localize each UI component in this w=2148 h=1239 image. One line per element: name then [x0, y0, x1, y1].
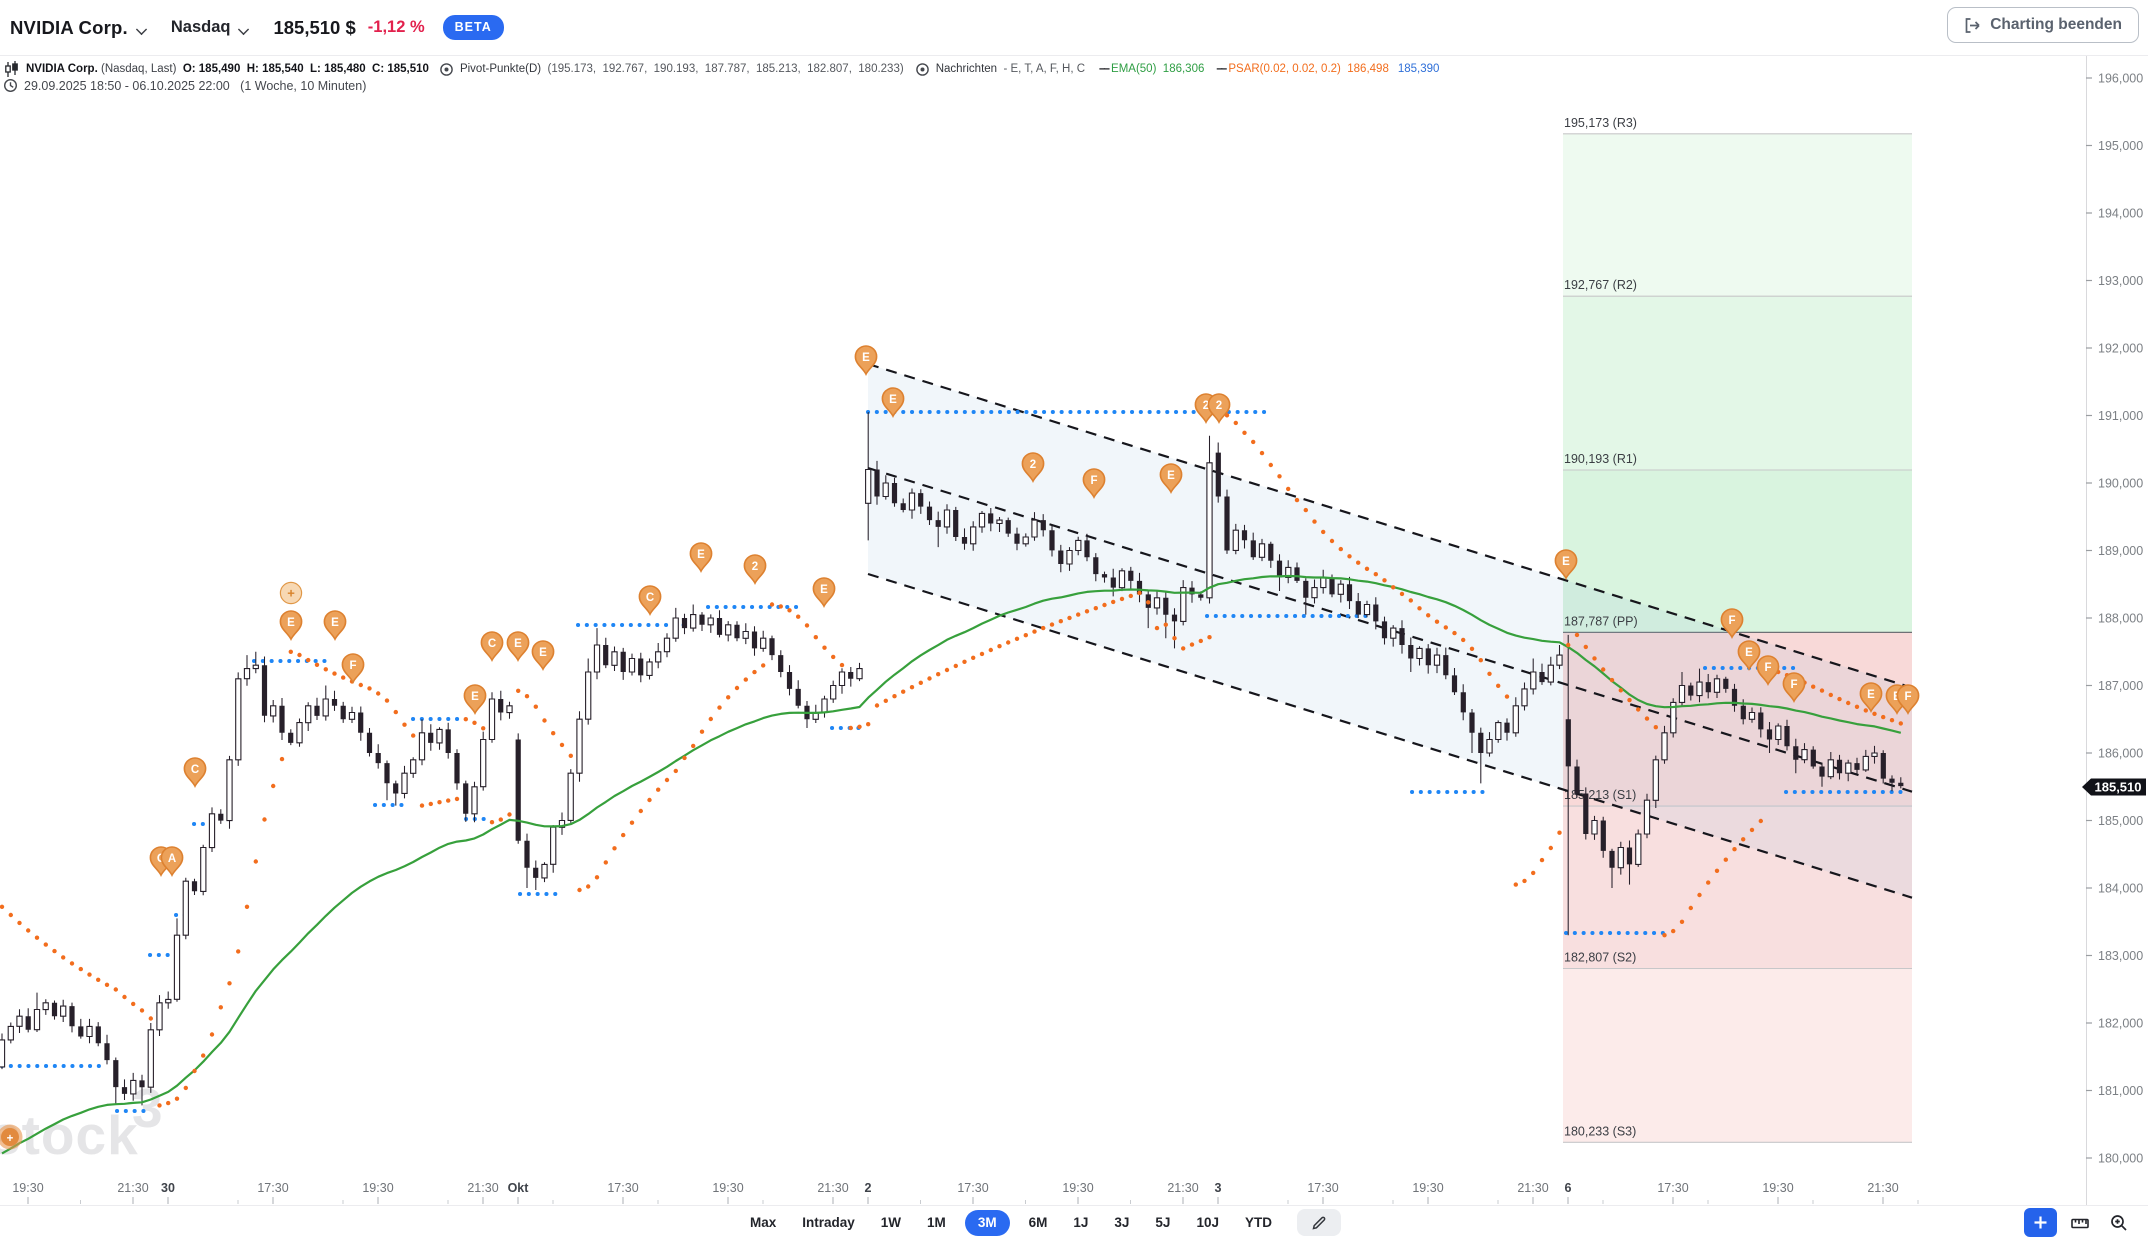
- svg-text:Okt: Okt: [508, 1181, 530, 1195]
- svg-text:192,767 (R2): 192,767 (R2): [1564, 278, 1637, 292]
- svg-text:188,000: 188,000: [2098, 612, 2143, 626]
- svg-text:E: E: [1745, 647, 1753, 659]
- svg-text:F: F: [1728, 615, 1735, 627]
- svg-text:17:30: 17:30: [257, 1181, 288, 1195]
- svg-text:19:30: 19:30: [1762, 1181, 1793, 1195]
- svg-text:19:30: 19:30: [362, 1181, 393, 1195]
- svg-text:187,000: 187,000: [2098, 679, 2143, 693]
- svg-text:21:30: 21:30: [117, 1181, 148, 1195]
- svg-text:190,193 (R1): 190,193 (R1): [1564, 452, 1637, 466]
- svg-text:180,000: 180,000: [2098, 1152, 2143, 1166]
- svg-text:21:30: 21:30: [1517, 1181, 1548, 1195]
- svg-text:192,000: 192,000: [2098, 342, 2143, 356]
- svg-text:21:30: 21:30: [467, 1181, 498, 1195]
- svg-text:E: E: [862, 352, 870, 364]
- svg-text:3: 3: [132, 1077, 164, 1139]
- svg-text:181,000: 181,000: [2098, 1084, 2143, 1098]
- svg-text:A: A: [168, 853, 176, 865]
- svg-text:183,000: 183,000: [2098, 949, 2143, 963]
- svg-text:194,000: 194,000: [2098, 207, 2143, 221]
- svg-text:185,213 (S1): 185,213 (S1): [1564, 788, 1636, 802]
- svg-text:E: E: [471, 691, 479, 703]
- svg-text:30: 30: [161, 1181, 175, 1195]
- svg-text:E: E: [1167, 470, 1175, 482]
- svg-text:21:30: 21:30: [1167, 1181, 1198, 1195]
- svg-text:19:30: 19:30: [712, 1181, 743, 1195]
- svg-text:E: E: [697, 549, 705, 561]
- svg-text:3: 3: [1215, 1181, 1222, 1195]
- svg-text:19:30: 19:30: [1062, 1181, 1093, 1195]
- svg-text:17:30: 17:30: [607, 1181, 638, 1195]
- svg-text:189,000: 189,000: [2098, 544, 2143, 558]
- svg-text:182,807 (S2): 182,807 (S2): [1564, 951, 1636, 965]
- svg-text:E: E: [539, 647, 547, 659]
- svg-text:F: F: [1904, 691, 1911, 703]
- svg-text:182,000: 182,000: [2098, 1017, 2143, 1031]
- svg-text:190,000: 190,000: [2098, 477, 2143, 491]
- svg-text:E: E: [1867, 689, 1875, 701]
- svg-text:184,000: 184,000: [2098, 882, 2143, 896]
- svg-text:E: E: [287, 617, 295, 629]
- svg-text:2: 2: [1216, 400, 1222, 412]
- svg-text:E: E: [889, 394, 897, 406]
- svg-text:193,000: 193,000: [2098, 274, 2143, 288]
- svg-text:E: E: [1562, 556, 1570, 568]
- svg-text:E: E: [514, 638, 522, 650]
- svg-text:17:30: 17:30: [1307, 1181, 1338, 1195]
- svg-text:185,510: 185,510: [2095, 780, 2142, 795]
- svg-text:E: E: [331, 617, 339, 629]
- svg-text:C: C: [488, 638, 496, 650]
- svg-text:F: F: [349, 660, 356, 672]
- svg-text:E: E: [820, 584, 828, 596]
- svg-text:21:30: 21:30: [1867, 1181, 1898, 1195]
- svg-text:+: +: [7, 1133, 14, 1145]
- svg-text:stock: stock: [0, 1104, 139, 1166]
- svg-text:191,000: 191,000: [2098, 409, 2143, 423]
- svg-text:196,000: 196,000: [2098, 72, 2143, 86]
- svg-text:185,000: 185,000: [2098, 814, 2143, 828]
- svg-text:2: 2: [865, 1181, 872, 1195]
- svg-text:180,233 (S3): 180,233 (S3): [1564, 1124, 1636, 1138]
- svg-text:+: +: [287, 586, 295, 601]
- svg-text:2: 2: [1030, 459, 1036, 471]
- svg-text:C: C: [646, 592, 654, 604]
- svg-text:2: 2: [1203, 400, 1209, 412]
- svg-text:17:30: 17:30: [957, 1181, 988, 1195]
- svg-text:19:30: 19:30: [1412, 1181, 1443, 1195]
- svg-text:F: F: [1090, 475, 1097, 487]
- svg-text:195,173 (R3): 195,173 (R3): [1564, 116, 1637, 130]
- svg-text:2: 2: [752, 561, 758, 573]
- svg-text:186,000: 186,000: [2098, 747, 2143, 761]
- svg-text:195,000: 195,000: [2098, 139, 2143, 153]
- svg-text:C: C: [191, 764, 199, 776]
- svg-text:6: 6: [1565, 1181, 1572, 1195]
- svg-text:21:30: 21:30: [817, 1181, 848, 1195]
- svg-text:187,787 (PP): 187,787 (PP): [1564, 614, 1638, 628]
- svg-text:F: F: [1790, 679, 1797, 691]
- svg-text:17:30: 17:30: [1657, 1181, 1688, 1195]
- svg-text:19:30: 19:30: [12, 1181, 43, 1195]
- svg-text:F: F: [1764, 662, 1771, 674]
